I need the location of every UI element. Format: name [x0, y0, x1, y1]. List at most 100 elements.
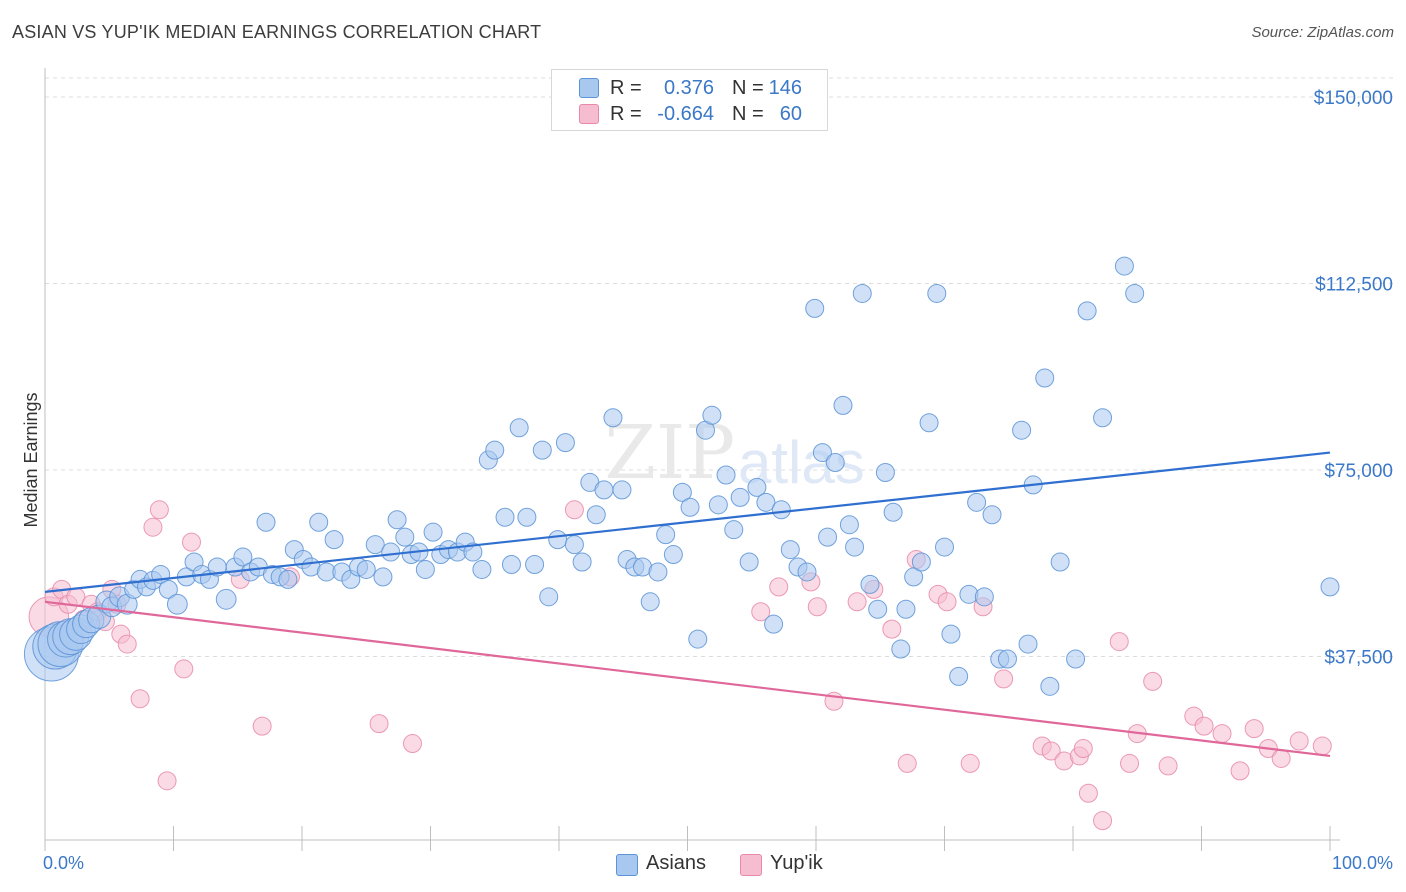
asians-point [381, 542, 401, 562]
axes [44, 68, 1340, 851]
yupik-point [252, 716, 272, 736]
asians-point [974, 587, 994, 607]
yupik-point [897, 753, 917, 773]
asians-point [517, 507, 537, 527]
yupik-point [1289, 731, 1309, 751]
asians-point [812, 443, 832, 463]
yupik-point [403, 734, 423, 754]
yupik-point [1230, 761, 1250, 781]
asians-point [919, 413, 939, 433]
asians-point [509, 418, 529, 438]
trend-lines [44, 451, 1331, 758]
asians-point [603, 408, 623, 428]
asians-point [860, 574, 880, 594]
source-label: Source: ZipAtlas.com [1251, 24, 1394, 41]
asians-point [539, 587, 559, 607]
asians-point [833, 395, 853, 415]
asians-point [472, 559, 492, 579]
asians-point [663, 545, 683, 565]
legend-r-value: -0.664 [657, 103, 714, 125]
asians-point [309, 512, 329, 532]
asians-point [724, 520, 744, 540]
asians-point [1125, 283, 1145, 303]
series-legend: Asians Yup'ik [0, 852, 1406, 878]
asians-point [525, 554, 545, 574]
asians-point [1040, 676, 1060, 696]
asians-point [501, 554, 521, 574]
asians-point [845, 537, 865, 557]
asians-point [463, 542, 483, 562]
yupik-point [143, 517, 163, 537]
asians-point [1066, 649, 1086, 669]
yupik-point [1109, 632, 1129, 652]
asians-point [278, 569, 298, 589]
yupik-legend-label: Yup'ik [770, 852, 823, 874]
asians-point [680, 497, 700, 517]
asians-point [739, 552, 759, 572]
asians-point [927, 283, 947, 303]
yupik-point [1158, 756, 1178, 776]
asians-point [373, 567, 393, 587]
asians-point [395, 527, 415, 547]
asians-swatch [579, 78, 599, 98]
asians-point [780, 540, 800, 560]
asians-trend-line [44, 451, 1331, 593]
asians-point [708, 495, 728, 515]
asians-point [875, 462, 895, 482]
asians-point [797, 562, 817, 582]
yupik-legend-swatch [740, 854, 762, 876]
y-tick-label: $150,000 [1314, 88, 1393, 109]
yupik-point [564, 500, 584, 520]
asians-point [839, 515, 859, 535]
asians-point [967, 492, 987, 512]
asians-point [256, 512, 276, 532]
x-tick-label-start: 0.0% [43, 853, 84, 873]
asians-point [941, 624, 961, 644]
yupik-point [130, 689, 150, 709]
yupik-point [769, 577, 789, 597]
asians-point [158, 579, 178, 599]
asians-point [747, 477, 767, 497]
legend-n-label: N = [732, 77, 764, 99]
y-tick-label: $112,500 [1315, 275, 1393, 296]
legend-r-value: 0.376 [663, 77, 714, 99]
tick-labels: $37,500 $75,000 $112,500 $150,000 0.0% 100.0% [43, 88, 1393, 873]
asians-point [702, 405, 722, 425]
asians-point [415, 559, 435, 579]
asians-point [891, 639, 911, 659]
asians-point [818, 527, 838, 547]
yupik-point [882, 619, 902, 639]
asians-point [883, 502, 903, 522]
asians-point [215, 588, 237, 610]
asians-point [771, 500, 791, 520]
asians-point [935, 537, 954, 557]
x-tick-label-end: 100.0% [1332, 853, 1393, 873]
y-axis-label: Median Earnings [21, 392, 41, 527]
yupik-point [847, 592, 867, 612]
legend-n-value: 60 [779, 103, 802, 125]
yupik-point [1093, 811, 1113, 831]
asians-point [997, 649, 1017, 669]
asians-legend-swatch [616, 854, 638, 876]
asians-point [640, 592, 660, 612]
asians-point [904, 567, 924, 587]
asians-point [1093, 408, 1113, 428]
asians-point [756, 492, 776, 512]
asians-point [852, 283, 872, 303]
yupik-point [157, 771, 177, 791]
yupik-point [1212, 724, 1232, 744]
asians-point [730, 487, 750, 507]
asians-point [911, 552, 931, 572]
asians-point [868, 599, 888, 619]
yupik-point [937, 592, 957, 612]
asians-point [594, 480, 614, 500]
asians-point [1035, 368, 1055, 388]
yupik-point [1244, 719, 1264, 739]
yupik-point [960, 753, 980, 773]
yupik-point [994, 669, 1014, 689]
asians-point [1320, 577, 1340, 597]
asians-point [764, 614, 784, 634]
y-tick-label: $37,500 [1324, 648, 1393, 669]
asians-point [825, 453, 845, 473]
